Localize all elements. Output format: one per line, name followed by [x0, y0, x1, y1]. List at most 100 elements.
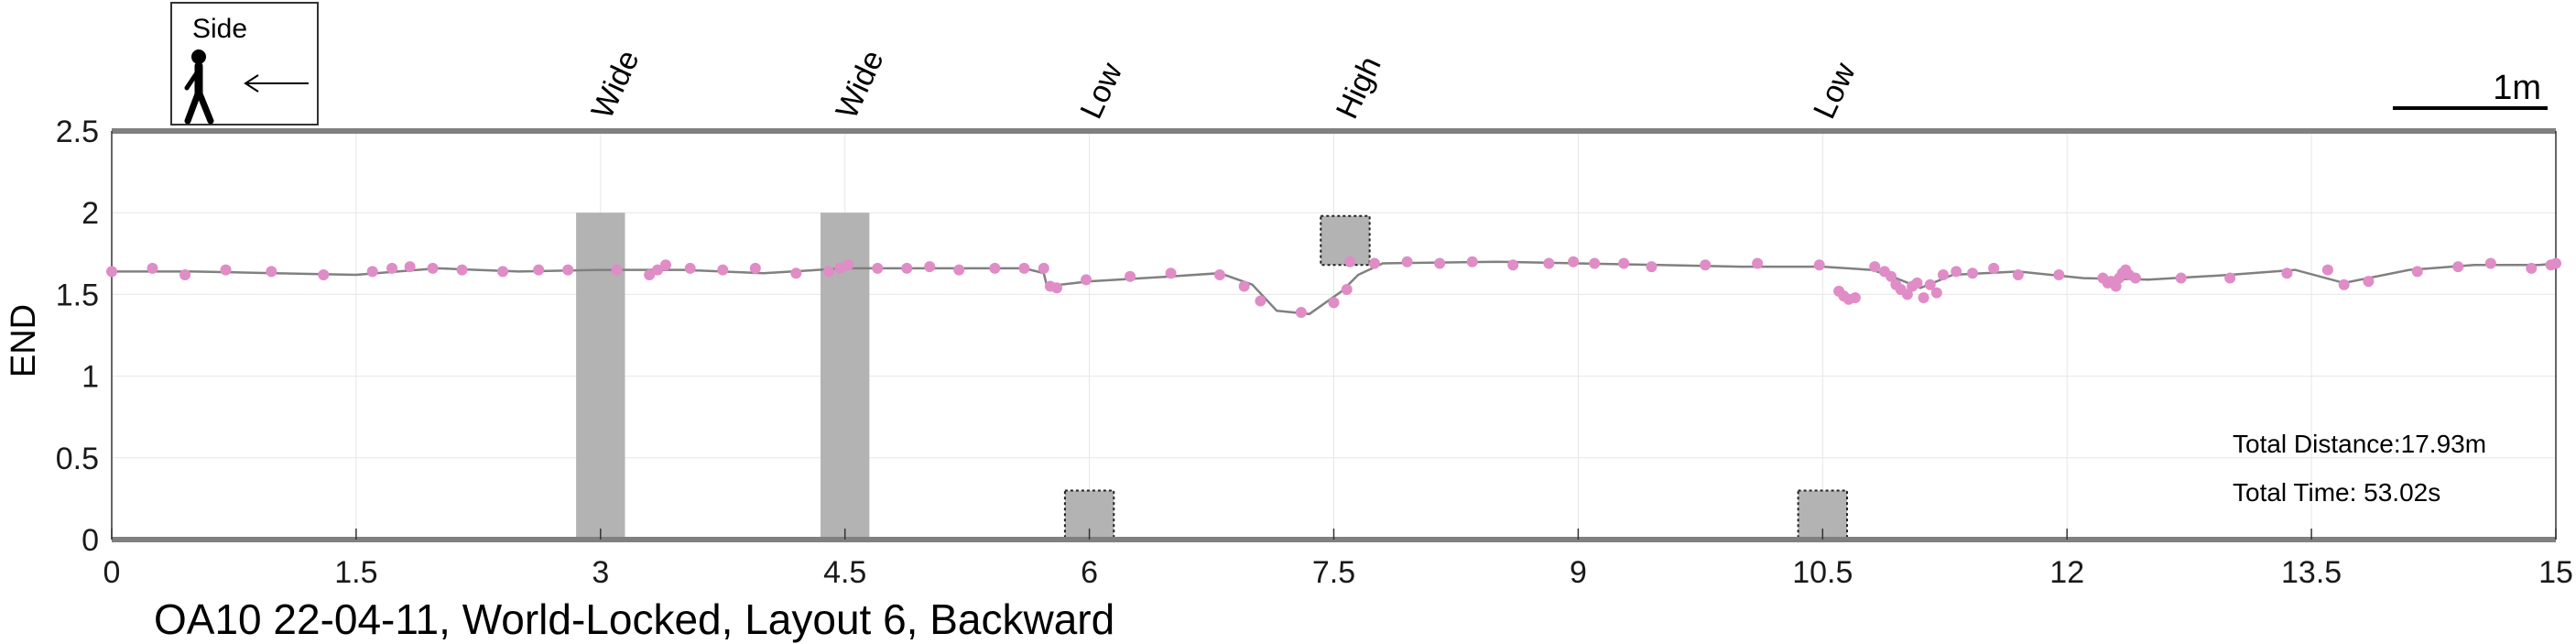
- path-marker: [2484, 257, 2496, 269]
- path-marker: [842, 259, 854, 271]
- x-tick-label: 0: [103, 555, 121, 590]
- path-marker: [1618, 257, 1630, 269]
- path-marker: [2411, 266, 2423, 278]
- path-marker: [1869, 261, 1881, 273]
- path-marker: [1038, 262, 1049, 274]
- y-tick-label: 0.5: [56, 442, 99, 476]
- path-marker: [1543, 257, 1555, 269]
- path-marker: [2363, 276, 2375, 288]
- obstacle-label-5: Low: [1807, 57, 1863, 124]
- obstacle-wide-1: [576, 213, 625, 540]
- path-marker: [1646, 261, 1658, 273]
- path-marker: [318, 268, 330, 280]
- path-marker: [456, 264, 468, 276]
- y-tick-label: 1.5: [56, 278, 99, 312]
- path-marker: [1081, 274, 1092, 286]
- path-marker: [2175, 272, 2187, 284]
- grid: [111, 130, 2557, 540]
- path-marker: [497, 266, 509, 278]
- obstacle-label-2: Wide: [830, 45, 891, 124]
- path-marker: [1018, 262, 1030, 274]
- x-tick-label: 9: [1570, 555, 1587, 590]
- path-marker: [644, 268, 656, 280]
- walking-path: [112, 260, 2557, 316]
- path-marker: [1924, 278, 1936, 290]
- path-marker: [1589, 257, 1601, 269]
- path-marker: [533, 264, 545, 276]
- path-marker: [901, 262, 913, 274]
- path-marker: [266, 266, 277, 278]
- path-marker: [427, 262, 439, 274]
- path-marker: [1988, 262, 2000, 274]
- y-tick-label: 0: [82, 523, 99, 558]
- x-tick-label: 1.5: [334, 555, 377, 590]
- path-marker: [2452, 261, 2464, 273]
- scale-bar: 1m: [2392, 69, 2548, 110]
- path-marker: [1255, 295, 1266, 307]
- obstacle-label-1: Wide: [585, 45, 647, 124]
- path-marker: [659, 259, 671, 271]
- path-marker: [652, 264, 664, 276]
- path-marker: [611, 264, 623, 276]
- path-marker: [1165, 267, 1177, 279]
- obstacle-high-4: [1320, 214, 1371, 267]
- path-marker: [2129, 272, 2141, 284]
- path-marker: [1886, 270, 1897, 282]
- x-tick-label: 4.5: [823, 555, 866, 590]
- obstacle-labels: Wide Wide Low High Low: [585, 45, 1863, 124]
- axes: [111, 128, 2557, 542]
- total-time-annotation: Total Time: 53.02s: [2233, 478, 2440, 507]
- y-tick-label: 2.5: [56, 115, 99, 149]
- path-marker: [1930, 287, 1942, 299]
- total-distance-annotation: Total Distance:17.93m: [2233, 430, 2486, 458]
- chart-title: OA10 22-04-11, World-Locked, Layout 6, B…: [154, 595, 1114, 643]
- path-marker: [404, 261, 416, 273]
- path-marker: [822, 266, 834, 278]
- path-marker: [2012, 268, 2024, 280]
- path-marker: [1937, 268, 1949, 280]
- path-marker: [1295, 307, 1307, 319]
- path-marker: [1368, 257, 1380, 269]
- y-tick-label: 2: [82, 196, 99, 231]
- path-marker: [989, 262, 1001, 274]
- obstacle-label-3: Low: [1073, 57, 1129, 124]
- path-marker: [1507, 259, 1519, 271]
- x-tick-label: 7.5: [1312, 555, 1355, 590]
- path-marker: [1951, 266, 1962, 278]
- path-marker: [1434, 257, 1446, 269]
- path-marker: [220, 264, 232, 276]
- y-tick-label: 1: [82, 360, 99, 395]
- path-marker: [2321, 264, 2333, 276]
- path-marker: [2550, 257, 2561, 269]
- path-marker: [1466, 256, 1478, 267]
- path-markers: [106, 256, 2561, 319]
- path-marker: [924, 261, 936, 273]
- scale-bar-label: 1m: [2493, 69, 2541, 107]
- path-marker: [386, 262, 398, 274]
- x-tick-label: 10.5: [1792, 555, 1853, 590]
- path-marker: [872, 262, 884, 274]
- path-marker: [1341, 284, 1353, 296]
- path-marker: [1752, 257, 1764, 269]
- path-marker: [1344, 256, 1356, 267]
- path-marker: [1918, 291, 1929, 303]
- path-marker: [790, 267, 802, 279]
- x-tick-label: 13.5: [2281, 555, 2342, 590]
- path-marker: [1328, 297, 1340, 309]
- y-axis-label: END: [5, 304, 43, 377]
- path-marker: [1568, 256, 1580, 267]
- path-marker: [717, 264, 729, 276]
- path-marker: [749, 262, 761, 274]
- path-marker: [147, 262, 158, 274]
- path-marker: [2224, 272, 2236, 284]
- path-line: [112, 260, 2557, 316]
- legend-text: Side: [192, 14, 247, 44]
- x-tick-label: 15: [2538, 555, 2573, 590]
- path-marker: [1901, 289, 1913, 300]
- x-tick-label: 12: [2049, 555, 2084, 590]
- left-arrow-icon: [244, 74, 309, 93]
- tick-labels: 0 1.5 3 4.5 6 7.5 9 10.5 12 13.5 15 0 0.5 1 1.5 2 2.5: [56, 115, 2573, 590]
- path-marker: [2281, 267, 2293, 279]
- x-tick-label: 3: [592, 555, 609, 590]
